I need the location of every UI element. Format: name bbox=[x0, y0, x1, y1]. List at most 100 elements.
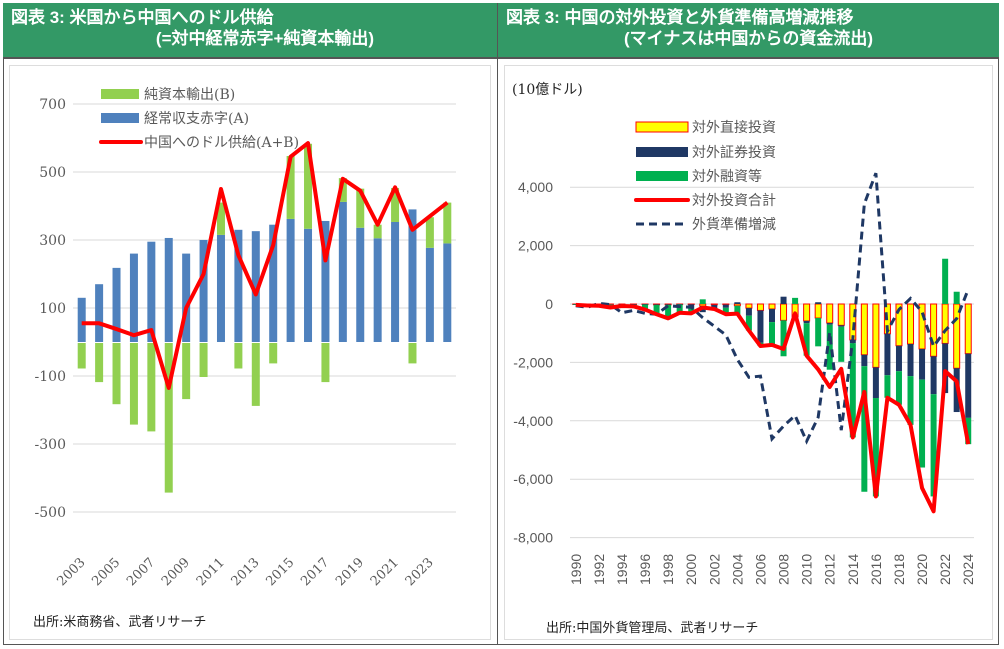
bar-loans bbox=[838, 326, 845, 362]
y-tick-label: -100 bbox=[35, 369, 66, 385]
bar-loans bbox=[745, 315, 752, 331]
x-tick-label: 2021 bbox=[368, 555, 402, 589]
bar-portfolio bbox=[872, 367, 879, 399]
bar-current-account bbox=[286, 218, 295, 342]
bar-portfolio bbox=[815, 302, 822, 304]
bar-portfolio bbox=[780, 296, 787, 304]
bar-loans bbox=[699, 299, 706, 304]
bar-current-account bbox=[164, 237, 173, 342]
y-tick-label: -2,000 bbox=[513, 354, 553, 370]
bar-net-capital-export bbox=[95, 343, 104, 383]
bar-net-capital-export bbox=[391, 187, 400, 222]
y-tick-label: 0 bbox=[545, 296, 553, 312]
bar-fdi bbox=[930, 303, 938, 357]
right-chart-area bbox=[504, 65, 993, 640]
right-unit-label: (10億ドル) bbox=[512, 82, 583, 98]
x-tick-label: 2013 bbox=[229, 555, 263, 589]
y-tick-label: -300 bbox=[35, 437, 66, 453]
bar-net-capital-export bbox=[129, 343, 138, 425]
legend-swatch bbox=[635, 121, 689, 133]
y-tick-label: 700 bbox=[39, 97, 66, 113]
bar-net-capital-export bbox=[112, 343, 121, 405]
bar-portfolio bbox=[757, 310, 764, 343]
bar-portfolio bbox=[572, 304, 579, 305]
bar-loans bbox=[907, 376, 914, 425]
bar-portfolio bbox=[653, 304, 660, 305]
bar-loans bbox=[919, 379, 926, 468]
y-tick-label: -500 bbox=[35, 505, 66, 521]
legend-swatch bbox=[101, 113, 139, 123]
x-tick-label: 2012 bbox=[822, 554, 838, 585]
left-panel: 図表 3: 米国から中国へのドル供給 (=対中経常赤字+純資本輸出) 700 50… bbox=[3, 3, 498, 645]
bar-current-account bbox=[443, 243, 452, 342]
bar-net-capital-export bbox=[443, 202, 452, 244]
bar-current-account bbox=[234, 229, 243, 342]
bar-portfolio bbox=[734, 302, 741, 304]
bar-fdi bbox=[710, 303, 718, 306]
bar-portfolio bbox=[884, 333, 891, 376]
bar-loans bbox=[676, 304, 683, 313]
bar-loans bbox=[953, 291, 960, 304]
bar-fdi bbox=[907, 303, 915, 345]
bar-portfolio bbox=[907, 344, 914, 377]
left-title-line1: 図表 3: 米国から中国へのドル供給 bbox=[11, 8, 274, 27]
x-tick-label: 1998 bbox=[660, 554, 676, 585]
bar-loans bbox=[884, 375, 891, 398]
left-title-line2: (=対中経常赤字+純資本輸出) bbox=[155, 29, 375, 48]
x-tick-label: 2000 bbox=[683, 554, 699, 585]
bar-current-account bbox=[95, 284, 104, 342]
bar-net-capital-export bbox=[408, 343, 417, 364]
legend-label: 対外融資等 bbox=[692, 168, 762, 185]
right-panel-header: 図表 3: 中国の対外投資と外貨準備高増減推移 (マイナスは中国からの資金流出) bbox=[498, 3, 999, 59]
bar-portfolio bbox=[826, 322, 833, 325]
bar-portfolio bbox=[769, 308, 775, 323]
x-tick-label: 2008 bbox=[776, 554, 792, 585]
bar-fdi bbox=[826, 303, 834, 324]
bar-net-capital-export bbox=[147, 343, 156, 432]
bar-loans bbox=[861, 366, 868, 492]
bar-net-capital-export bbox=[77, 343, 86, 369]
bar-fdi bbox=[756, 303, 764, 311]
bar-fdi bbox=[803, 303, 811, 322]
bar-current-account bbox=[338, 201, 347, 342]
bar-loans bbox=[849, 343, 856, 438]
x-tick-label: 2005 bbox=[89, 555, 123, 589]
bar-current-account bbox=[304, 228, 313, 342]
x-tick-label: 2011 bbox=[194, 555, 228, 589]
line-reserves-change bbox=[575, 172, 970, 445]
x-tick-label: 2002 bbox=[706, 554, 722, 585]
bar-current-account bbox=[77, 297, 86, 342]
y-tick-label: -8,000 bbox=[513, 530, 553, 546]
right-panel: 図表 3: 中国の対外投資と外貨準備高増減推移 (マイナスは中国からの資金流出)… bbox=[498, 3, 999, 645]
bar-loans bbox=[803, 323, 810, 356]
bar-portfolio bbox=[722, 304, 729, 308]
bar-loans bbox=[815, 318, 822, 347]
x-tick-label: 2004 bbox=[729, 554, 745, 585]
bar-loans bbox=[572, 304, 579, 305]
x-tick-label: 2017 bbox=[298, 555, 332, 589]
bar-fdi bbox=[745, 303, 753, 309]
left-panel-header: 図表 3: 米国から中国へのドル供給 (=対中経常赤字+純資本輸出) bbox=[3, 3, 497, 59]
bar-loans bbox=[930, 394, 937, 497]
bar-current-account bbox=[373, 238, 382, 342]
x-tick-label: 2024 bbox=[960, 554, 976, 585]
bar-net-capital-export bbox=[425, 217, 434, 248]
y-tick-label: -4,000 bbox=[513, 413, 553, 429]
bar-fdi bbox=[860, 303, 868, 356]
bar-portfolio bbox=[665, 304, 672, 305]
bar-net-capital-export bbox=[251, 343, 260, 406]
bar-portfolio bbox=[919, 348, 926, 380]
bar-fdi bbox=[964, 303, 972, 355]
bar-net-capital-export bbox=[199, 343, 208, 377]
bar-loans bbox=[769, 322, 775, 345]
legend-swatch bbox=[101, 89, 139, 99]
bar-loans bbox=[826, 324, 833, 370]
bar-net-capital-export bbox=[269, 343, 278, 364]
legend-label: 外貨準備増減 bbox=[692, 216, 776, 233]
x-tick-label: 1990 bbox=[568, 554, 584, 585]
x-tick-label: 2022 bbox=[937, 554, 953, 585]
left-chart-svg: 700 500 300 100 -100 -300 -500 2003 2005 2007 2009… bbox=[35, 87, 456, 589]
bar-net-capital-export bbox=[356, 188, 365, 228]
bar-fdi bbox=[941, 303, 949, 344]
x-tick-label: 2016 bbox=[868, 554, 884, 585]
